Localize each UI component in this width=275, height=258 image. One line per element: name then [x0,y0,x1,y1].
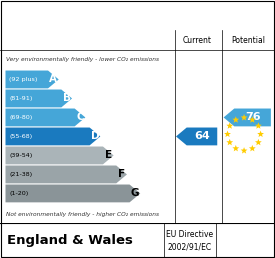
Text: (92 plus): (92 plus) [9,77,37,82]
Text: B: B [63,93,71,103]
Text: (81-91): (81-91) [9,96,32,101]
Text: Current: Current [182,36,211,45]
Polygon shape [6,147,114,164]
Polygon shape [241,147,248,154]
Polygon shape [6,90,72,107]
Text: Not environmentally friendly - higher CO₂ emissions: Not environmentally friendly - higher CO… [6,212,158,217]
Text: (21-38): (21-38) [9,172,32,177]
Polygon shape [6,109,85,126]
Polygon shape [6,127,100,145]
Polygon shape [226,122,233,129]
Polygon shape [176,127,217,145]
Text: Environmental Impact (CO₂) Rating: Environmental Impact (CO₂) Rating [21,9,254,22]
Polygon shape [6,70,59,88]
Text: G: G [131,188,139,198]
Polygon shape [224,131,231,137]
Polygon shape [249,116,256,123]
Text: (39-54): (39-54) [9,153,32,158]
Text: D: D [91,131,99,141]
Polygon shape [6,166,127,183]
Polygon shape [232,145,239,151]
Polygon shape [232,116,239,123]
Text: F: F [118,170,125,179]
Text: A: A [50,75,57,84]
Polygon shape [255,122,262,129]
Text: England & Wales: England & Wales [7,234,133,247]
Polygon shape [257,131,264,137]
Text: C: C [76,112,84,123]
Polygon shape [255,139,262,145]
Text: EU Directive
2002/91/EC: EU Directive 2002/91/EC [166,230,213,251]
Text: (1-20): (1-20) [9,191,28,196]
Polygon shape [241,114,248,120]
Polygon shape [249,145,256,151]
Polygon shape [224,109,271,126]
Text: (69-80): (69-80) [9,115,32,120]
Text: E: E [105,150,112,160]
Text: 64: 64 [194,131,210,141]
Text: 76: 76 [245,112,260,123]
Text: Very environmentally friendly - lower CO₂ emissions: Very environmentally friendly - lower CO… [6,57,158,62]
Polygon shape [226,139,233,145]
Text: Potential: Potential [231,36,265,45]
Polygon shape [6,184,140,202]
Text: (55-68): (55-68) [9,134,32,139]
